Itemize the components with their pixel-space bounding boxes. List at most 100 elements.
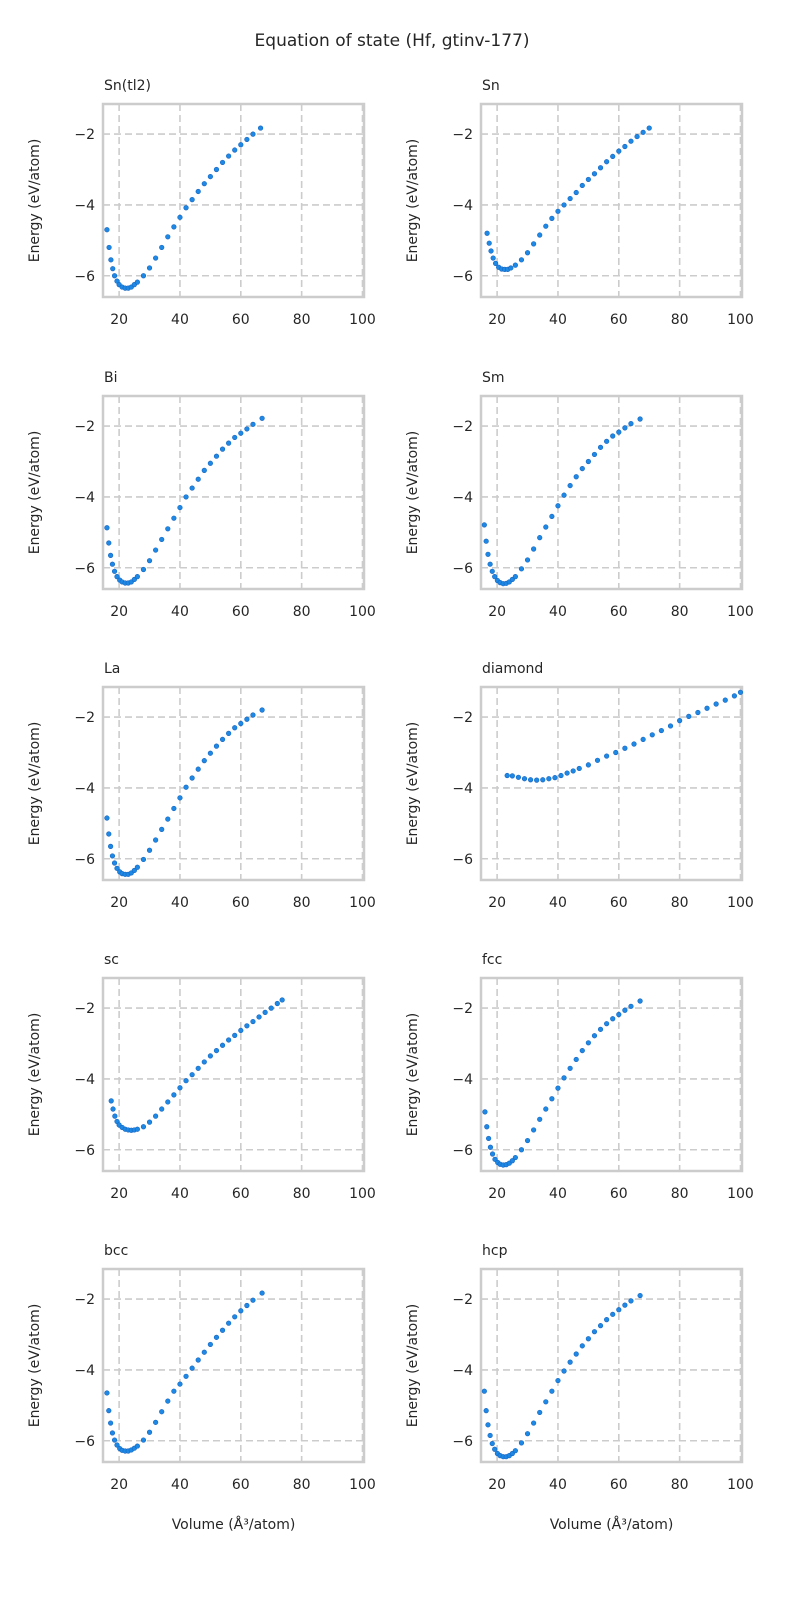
data-point bbox=[110, 1106, 116, 1112]
data-point bbox=[622, 143, 628, 150]
data-point bbox=[213, 453, 220, 459]
data-point bbox=[189, 775, 195, 781]
data-point bbox=[159, 826, 165, 832]
data-point bbox=[153, 547, 159, 553]
data-point bbox=[524, 557, 531, 563]
subplot-title: bcc bbox=[104, 1243, 128, 1259]
y-tick-label: −2 bbox=[74, 710, 95, 726]
data-point bbox=[613, 749, 619, 756]
y-tick-label: −2 bbox=[74, 1001, 95, 1017]
x-tick-label: 20 bbox=[110, 1186, 128, 1202]
data-point bbox=[610, 153, 616, 160]
subplot-title: fcc bbox=[482, 952, 502, 968]
data-point bbox=[140, 566, 147, 573]
data-point bbox=[171, 515, 177, 521]
data-point bbox=[518, 257, 525, 263]
data-point bbox=[171, 224, 177, 230]
x-tick-label: 100 bbox=[349, 1186, 376, 1202]
axes-frame bbox=[479, 394, 744, 591]
data-point bbox=[713, 701, 719, 707]
data-point bbox=[201, 467, 207, 473]
x-tick-label: 80 bbox=[293, 895, 311, 911]
subplot-title: hcp bbox=[482, 1243, 508, 1259]
data-point bbox=[108, 257, 114, 263]
y-tick-label: −2 bbox=[452, 1001, 473, 1017]
data-point bbox=[244, 136, 250, 143]
x-tick-label: 100 bbox=[349, 604, 376, 620]
data-point bbox=[518, 1147, 525, 1153]
x-tick-label: 40 bbox=[171, 312, 189, 328]
data-point bbox=[628, 421, 634, 427]
data-point bbox=[634, 133, 640, 140]
y-axis-label: Energy (eV/atom) bbox=[405, 1304, 421, 1428]
y-tick-label: −6 bbox=[74, 269, 95, 285]
y-tick-label: −2 bbox=[452, 419, 473, 435]
data-point bbox=[488, 248, 494, 254]
data-point bbox=[537, 232, 543, 238]
data-point bbox=[524, 1431, 531, 1437]
y-axis-label: Energy (eV/atom) bbox=[27, 1013, 43, 1137]
data-point bbox=[262, 1009, 268, 1015]
data-point bbox=[512, 1448, 518, 1454]
y-tick-label: −4 bbox=[74, 781, 95, 797]
data-point bbox=[201, 1349, 207, 1355]
data-point bbox=[268, 1005, 274, 1011]
y-tick-label: −2 bbox=[74, 127, 95, 143]
data-point bbox=[537, 1409, 543, 1416]
x-tick-label: 20 bbox=[110, 312, 128, 328]
data-point bbox=[482, 1109, 488, 1115]
y-tick-label: −2 bbox=[452, 710, 473, 726]
data-point bbox=[109, 1430, 116, 1436]
data-point bbox=[512, 1154, 518, 1161]
y-tick-label: −6 bbox=[74, 1143, 95, 1159]
data-point bbox=[106, 244, 112, 251]
data-point bbox=[487, 1432, 493, 1439]
data-point bbox=[219, 736, 226, 743]
data-point bbox=[616, 429, 622, 435]
data-point bbox=[616, 148, 622, 154]
data-point bbox=[104, 525, 110, 531]
data-point bbox=[521, 776, 528, 782]
subplot-bi: Bi 20 40 60 80 100 −2 −4 −6 Energy (eV/atom) bbox=[27, 370, 376, 620]
data-point bbox=[561, 1075, 567, 1081]
data-point bbox=[183, 205, 189, 211]
data-point bbox=[594, 757, 601, 763]
data-point bbox=[637, 416, 643, 422]
data-point bbox=[493, 260, 499, 266]
data-point bbox=[104, 815, 110, 821]
data-point bbox=[146, 265, 153, 271]
data-point bbox=[534, 777, 540, 783]
x-axis-label: Volume (Å³/atom) bbox=[172, 1516, 296, 1533]
axes-frame bbox=[101, 102, 366, 299]
x-tick-label: 80 bbox=[671, 1186, 689, 1202]
data-point bbox=[489, 1151, 496, 1157]
x-tick-label: 80 bbox=[293, 1186, 311, 1202]
data-point bbox=[213, 1334, 220, 1340]
data-point bbox=[512, 574, 518, 580]
data-point bbox=[250, 1297, 256, 1303]
data-point bbox=[146, 558, 153, 564]
data-point bbox=[189, 197, 195, 203]
data-point bbox=[238, 1308, 244, 1314]
data-point bbox=[183, 784, 189, 790]
subplot-title: Sm bbox=[482, 370, 505, 386]
data-point bbox=[250, 131, 256, 137]
data-point bbox=[244, 716, 250, 722]
data-point bbox=[256, 1014, 262, 1020]
data-point bbox=[579, 465, 585, 472]
data-point bbox=[509, 773, 515, 779]
x-tick-label: 40 bbox=[549, 312, 567, 328]
data-point bbox=[201, 1059, 207, 1065]
subplot-sn-tl2-: Sn(tl2) 20 40 60 80 100 −2 −4 −6 Energy (eV/atom) bbox=[27, 78, 376, 328]
x-tick-label: 60 bbox=[610, 895, 628, 911]
y-tick-label: −6 bbox=[74, 852, 95, 868]
data-point bbox=[585, 762, 591, 768]
data-point bbox=[604, 159, 610, 165]
data-point bbox=[259, 1290, 265, 1296]
data-point bbox=[649, 732, 655, 738]
y-tick-label: −2 bbox=[74, 419, 95, 435]
y-tick-label: −6 bbox=[74, 561, 95, 577]
data-point bbox=[597, 1323, 604, 1329]
data-point bbox=[219, 159, 226, 166]
data-point bbox=[226, 440, 232, 446]
